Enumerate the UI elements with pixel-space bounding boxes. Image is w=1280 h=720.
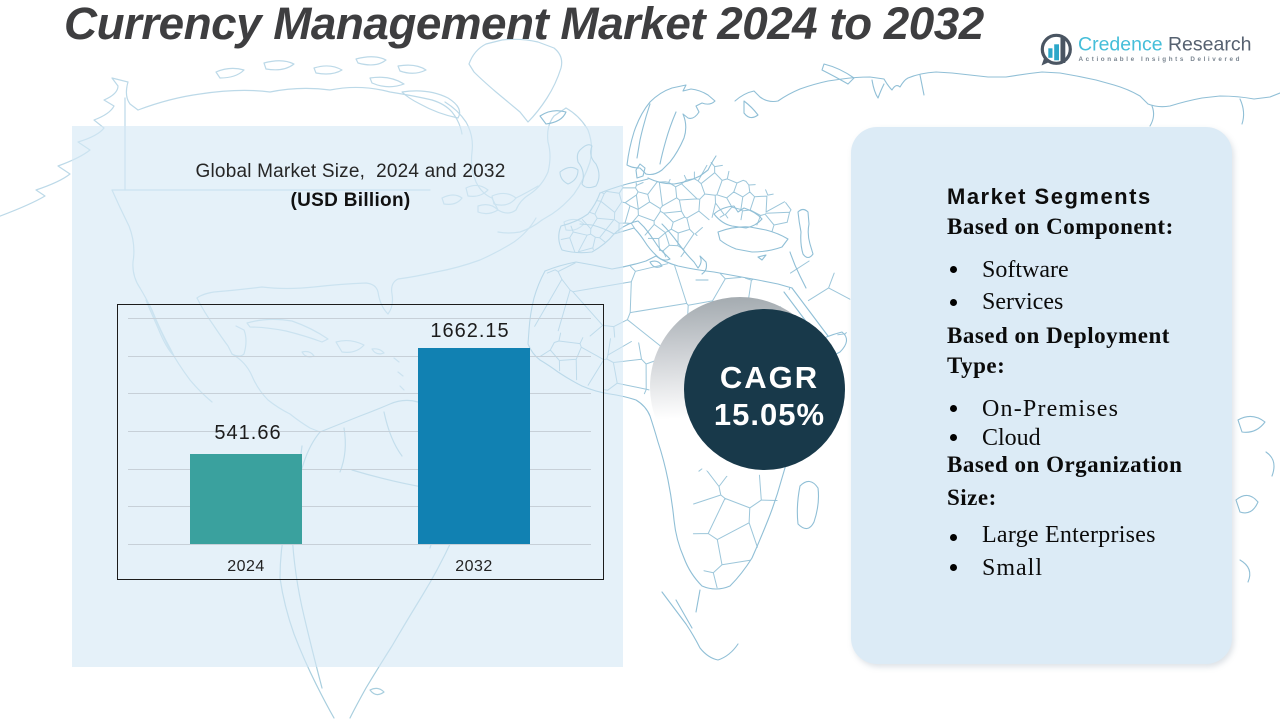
svg-text:Actionable Insights Delivered: Actionable Insights Delivered (1079, 56, 1243, 63)
svg-text:Credence Research: Credence Research (1078, 34, 1251, 56)
